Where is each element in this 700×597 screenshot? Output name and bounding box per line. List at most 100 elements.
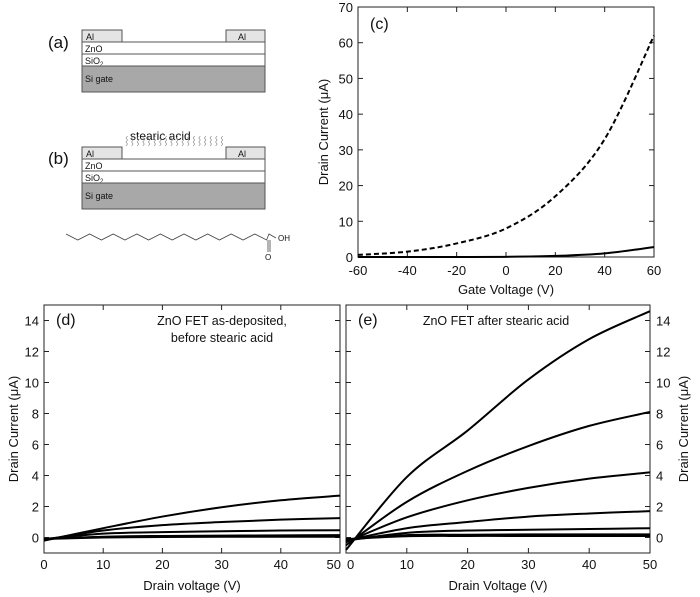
- series-line-2: [345, 410, 651, 547]
- y-tick-label: 20: [339, 179, 353, 194]
- series-line-1: [43, 494, 341, 542]
- si-gate-layer: [81, 182, 266, 210]
- y-tick-label: 0: [346, 250, 353, 265]
- series-line-3: [43, 529, 341, 541]
- chart-c: -60 -40 -20 0 20 40 60 0 10 20 30 40 50 60 70 Gate Volt…: [316, 0, 661, 297]
- al-left-label: Al: [86, 149, 94, 159]
- alkyl-chain: [148, 135, 151, 147]
- alkyl-chain: [220, 135, 224, 147]
- y-tick-label: 60: [339, 36, 353, 51]
- y-tick-label: 8: [656, 407, 663, 422]
- y-tick-label: 4: [656, 469, 663, 484]
- series-line-3: [345, 471, 651, 544]
- panel-annotation: before stearic acid: [171, 331, 273, 345]
- si-gate-label: Si gate: [85, 74, 113, 84]
- x-tick-label: -60: [349, 263, 368, 278]
- x-axis-label: Gate Voltage (V): [458, 282, 554, 297]
- y-tick-label: 0: [32, 531, 39, 546]
- y-tick-label: 2: [656, 500, 663, 515]
- series-line-1: [357, 35, 655, 256]
- y-tick-label: 14: [25, 314, 39, 329]
- x-tick-label: 0: [347, 557, 354, 572]
- x-axis-label: Drain Voltage (V): [449, 578, 548, 593]
- panel-label: (d): [56, 312, 76, 329]
- y-tick-label: 6: [32, 438, 39, 453]
- al-right-label: Al: [238, 32, 246, 42]
- x-tick-label: 50: [643, 557, 657, 572]
- alkyl-chain: [136, 135, 140, 147]
- zno-layer: [81, 41, 266, 55]
- stearic-acid-monolayer: [125, 135, 224, 147]
- al-left-label: Al: [86, 32, 94, 42]
- al-right-label: Al: [238, 149, 246, 159]
- alkyl-chain: [142, 135, 145, 147]
- x-tick-label: 40: [597, 263, 611, 278]
- alkyl-chain: [187, 135, 190, 147]
- y-tick-label: 50: [339, 71, 353, 86]
- x-tick-label: 20: [460, 557, 474, 572]
- series-line-2: [43, 517, 341, 541]
- y-tick-label: 30: [339, 143, 353, 158]
- y-tick-label: 4: [32, 469, 39, 484]
- panel-label-b: (b): [48, 149, 69, 168]
- stearic-acid-molecule: OH O: [65, 233, 290, 262]
- panel-annotation: ZnO FET as-deposited,: [157, 314, 287, 328]
- alkyl-chain: [181, 135, 184, 147]
- y-tick-label: 8: [32, 407, 39, 422]
- y-tick-label: 10: [656, 376, 670, 391]
- x-tick-label: -20: [447, 263, 466, 278]
- y-tick-label: 14: [656, 314, 670, 329]
- x-tick-label: 20: [155, 557, 169, 572]
- schematic-a: (a) Al Al ZnO SiO2 Si gate: [48, 29, 266, 93]
- x-tick-label: 0: [502, 263, 509, 278]
- y-tick-label: 6: [656, 438, 663, 453]
- zno-label: ZnO: [85, 44, 103, 54]
- schematic-b: (b) stearic acid Al Al ZnO SiO2 Si gate: [48, 129, 266, 210]
- panel-label: (c): [370, 16, 389, 33]
- series-line-5: [345, 527, 651, 542]
- x-tick-label: 10: [96, 557, 110, 572]
- alkyl-chain: [153, 135, 156, 147]
- plot-frame: [345, 304, 651, 554]
- x-tick-label: 20: [548, 263, 562, 278]
- y-tick-label: 2: [32, 500, 39, 515]
- y-tick-label: 10: [25, 376, 39, 391]
- y-axis-label: Drain Current (μA): [676, 376, 691, 482]
- series-line-7: [345, 534, 650, 541]
- y-tick-label: 10: [339, 214, 353, 229]
- alkyl-chain: [125, 135, 128, 147]
- series-line-2: [357, 246, 655, 259]
- y-tick-label: 70: [339, 0, 353, 15]
- plot-frame: [357, 6, 655, 258]
- sio2-layer: [81, 53, 266, 67]
- stearic-acid-title: stearic acid: [130, 129, 191, 143]
- carbon-chain: [65, 233, 277, 241]
- x-tick-label: 30: [521, 557, 535, 572]
- chart-e: 0 10 20 30 40 50 0 2 4 6 8 10 12 14 Drain Voltage (V) D…: [345, 304, 691, 593]
- alkyl-chain: [159, 135, 162, 147]
- x-tick-label: 10: [400, 557, 414, 572]
- y-tick-label: 40: [339, 107, 353, 122]
- sio2-label: SiO2: [85, 173, 104, 185]
- series-line-1: [345, 310, 651, 551]
- oxygen-label: O: [265, 253, 271, 262]
- y-tick-label: 0: [656, 531, 663, 546]
- series-line-4: [345, 510, 651, 542]
- alkyl-chain: [198, 135, 201, 147]
- alkyl-chain: [209, 135, 212, 147]
- chart-d: 0 10 20 30 40 50 0 2 4 6 8 10 12 14 Drain voltage (V) D…: [6, 304, 341, 593]
- si-gate-label: Si gate: [85, 191, 113, 201]
- y-axis-label: Drain Current (μA): [6, 376, 21, 482]
- alkyl-chain: [170, 135, 173, 147]
- hydroxyl-label: OH: [278, 234, 290, 243]
- alkyl-chain: [215, 135, 218, 147]
- si-gate-layer: [81, 65, 266, 93]
- alkyl-chain: [192, 135, 196, 147]
- panel-annotation: ZnO FET after stearic acid: [423, 314, 569, 328]
- y-axis-label: Drain Current (μA): [316, 79, 331, 185]
- alkyl-chain: [204, 135, 207, 147]
- x-tick-label: 40: [274, 557, 288, 572]
- y-tick-label: 12: [656, 345, 670, 360]
- zno-layer: [81, 158, 266, 172]
